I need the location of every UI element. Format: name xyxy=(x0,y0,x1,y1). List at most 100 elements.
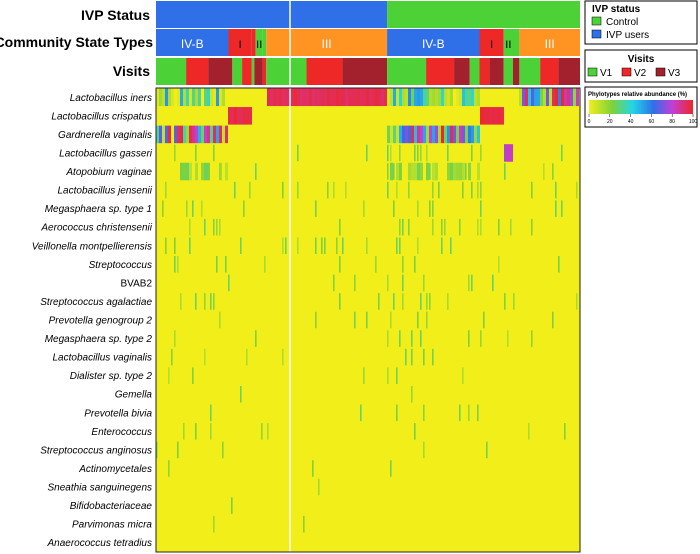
heatmap-cell xyxy=(432,88,435,107)
heatmap-cell xyxy=(399,218,401,236)
heatmap-cell xyxy=(387,274,389,292)
control-swatch xyxy=(591,16,602,26)
heatmap-cell xyxy=(435,125,438,144)
heatmap-cell xyxy=(426,293,428,310)
taxon-labels: Lactobacillus iners Lactobacillus crispat… xyxy=(32,93,153,549)
heatmap-cell xyxy=(414,256,416,273)
heatmap-cell xyxy=(243,200,245,217)
v3-legend-label: V3 xyxy=(668,68,681,79)
heatmap-cell xyxy=(408,125,411,144)
visit-segment-13 xyxy=(454,58,470,85)
visits-legend-box xyxy=(584,49,698,83)
heatmap-cell xyxy=(387,181,389,199)
heatmap-cell xyxy=(186,88,189,107)
heatmap-cell xyxy=(381,88,384,107)
heatmap-cell xyxy=(420,330,422,347)
heatmap-cell xyxy=(222,441,224,459)
heatmap-cell xyxy=(432,162,435,181)
heatmap-cell xyxy=(468,88,471,107)
heatmap-cell xyxy=(333,181,335,199)
abundance-colorbar-legend: Phylotypes relative abundance (%) 0 20 40 6… xyxy=(584,86,698,128)
heatmap-cell xyxy=(195,162,198,181)
heatmap-cell xyxy=(165,125,168,144)
heatmap-cell xyxy=(564,423,566,440)
heatmap-cell xyxy=(201,125,204,144)
heatmap-cell xyxy=(447,293,449,310)
heatmap-cell xyxy=(378,88,381,107)
v1-swatch xyxy=(587,67,598,77)
heatmap-cell xyxy=(345,88,348,107)
heatmap-cell xyxy=(186,162,189,181)
heatmap-cell xyxy=(450,237,452,255)
heatmap-cell xyxy=(321,88,324,107)
heatmap-cell xyxy=(528,88,531,107)
v2-swatch xyxy=(621,67,632,77)
taxon-label: Prevotella genogroup 2 xyxy=(49,316,153,327)
heatmap-cell xyxy=(402,218,404,236)
heatmap-cell xyxy=(549,88,552,107)
visit-segment-9 xyxy=(306,58,343,85)
visit-segment-0 xyxy=(156,58,187,85)
heatmap-cell xyxy=(471,125,474,144)
heatmap-cell xyxy=(417,200,419,217)
heatmap-cell xyxy=(552,88,555,107)
heatmap-cell xyxy=(168,460,170,477)
taxon-label: Enterococcus xyxy=(91,427,152,438)
ivp-status-bar xyxy=(156,1,580,28)
visit-segment-21 xyxy=(558,58,580,85)
cst-segment-10 xyxy=(519,29,580,56)
heatmap-cell xyxy=(309,88,312,107)
heatmap-cell xyxy=(195,144,197,162)
heatmap-cell xyxy=(213,125,216,144)
heatmap-cell xyxy=(189,237,191,255)
heatmap-cell xyxy=(255,163,257,180)
heatmap-cell xyxy=(573,88,576,107)
heatmap-cell xyxy=(339,256,341,273)
heatmap-cell xyxy=(240,107,243,125)
heatmap-cell xyxy=(402,125,405,144)
heatmap-cell xyxy=(414,423,416,440)
heatmap-cell xyxy=(444,88,447,107)
cst-segment-7 xyxy=(479,29,504,56)
heatmap-cell xyxy=(375,88,378,107)
heatmap-cell xyxy=(471,274,473,292)
heatmap-cell xyxy=(444,125,447,144)
heatmap-cell xyxy=(165,237,167,255)
colorbar-gradient xyxy=(589,100,693,114)
heatmap-cell xyxy=(162,125,165,144)
heatmap-cell xyxy=(207,125,210,144)
visit-segment-5 xyxy=(251,58,255,85)
colorbar-ticks: 0 20 40 60 80 100 xyxy=(588,114,697,125)
heatmap-cell xyxy=(450,162,453,181)
heatmap-cell xyxy=(531,88,534,107)
heatmap-cell xyxy=(423,441,425,459)
heatmap-cell xyxy=(468,125,471,144)
control-legend-label: Control xyxy=(606,17,638,28)
heatmap-cell xyxy=(411,385,413,403)
heatmap-cell xyxy=(390,460,392,477)
taxon-label: Bifidobacteriaceae xyxy=(70,501,153,512)
visit-segment-6 xyxy=(254,58,263,85)
colorbar-tick-label: 0 xyxy=(588,119,591,125)
cst-segment-label-3: II xyxy=(256,39,262,51)
cst-segment-4 xyxy=(262,29,267,56)
heatmap-cell xyxy=(360,88,363,107)
heatmap-cell xyxy=(168,125,171,144)
heatmap-cell xyxy=(231,497,233,514)
heatmap-cell xyxy=(396,237,398,255)
heatmap-cell xyxy=(540,88,543,107)
heatmap-cell xyxy=(429,200,431,217)
heatmap-cell xyxy=(465,163,467,180)
heatmap-cell xyxy=(339,218,341,236)
heatmap-cell xyxy=(204,348,206,366)
heatmap-cell xyxy=(324,237,326,255)
heatmap-cell xyxy=(555,200,557,217)
heatmap-cell xyxy=(156,441,158,459)
heatmap-cell xyxy=(174,125,177,144)
heatmap-cell xyxy=(426,144,428,162)
heatmap-cell xyxy=(402,256,404,273)
heatmap-cell xyxy=(363,200,365,217)
visit-segment-19 xyxy=(519,58,541,85)
heatmap-cell xyxy=(429,163,431,180)
